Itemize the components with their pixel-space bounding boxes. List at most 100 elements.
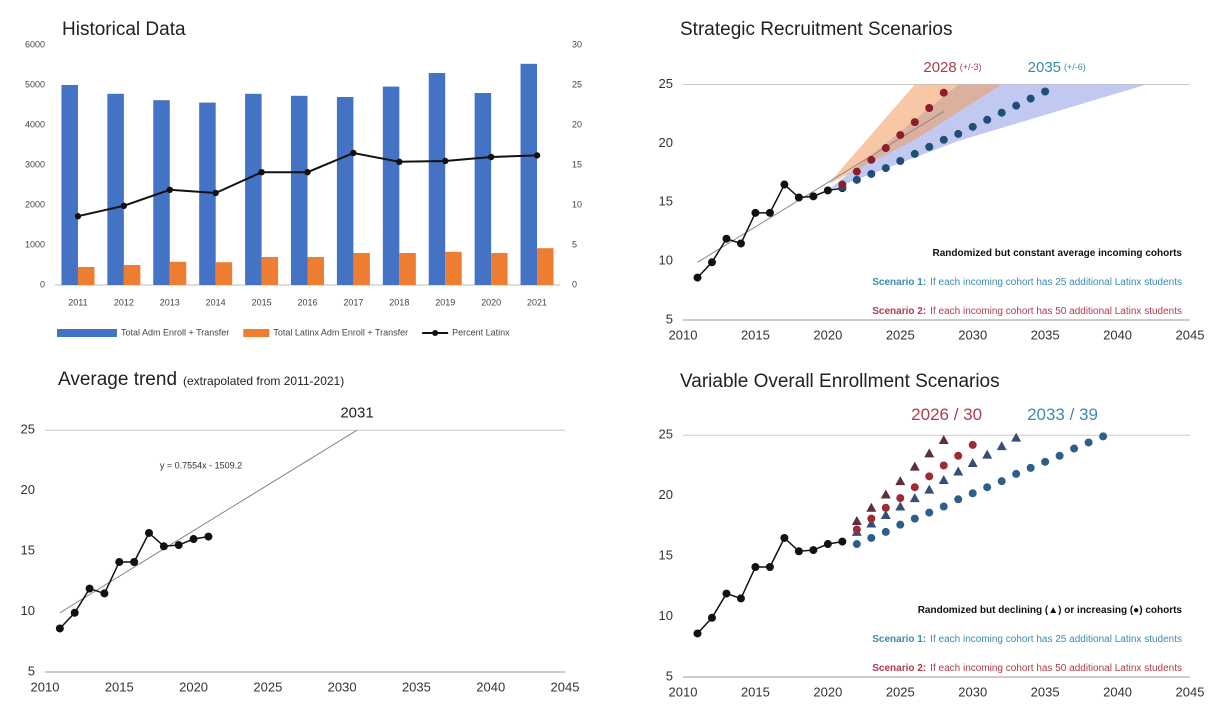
triangle-point [938, 474, 949, 484]
note: Scenario 2: If each incoming cohort has 5… [872, 663, 1182, 674]
point [204, 532, 213, 541]
bar [169, 261, 187, 285]
triangle-point [1011, 432, 1022, 442]
bar [77, 267, 95, 285]
note: Randomized but constant average incoming… [933, 248, 1183, 259]
point [780, 180, 789, 189]
x-tick-label: 2030 [958, 684, 987, 699]
point [115, 557, 124, 566]
legend-swatch [243, 329, 270, 337]
annotation-text: 2035 [1028, 59, 1061, 76]
line-point [304, 169, 311, 176]
annotation-text: 2031 [340, 404, 373, 421]
series-line [696, 536, 843, 634]
point [896, 157, 905, 165]
point [1070, 444, 1079, 453]
triangle-point [866, 502, 877, 512]
point [1026, 463, 1035, 472]
point [925, 104, 934, 112]
point [130, 557, 139, 566]
y-tick-label: 15 [659, 548, 673, 563]
point [159, 542, 168, 551]
y-tick-label: 3000 [25, 159, 45, 169]
point [896, 131, 905, 140]
triangle-point [851, 516, 862, 526]
y-tick-label: 5 [28, 663, 35, 678]
point [1041, 87, 1050, 96]
point [954, 129, 963, 138]
note-text: If each incoming cohort has 25 additiona… [930, 277, 1182, 288]
point [693, 629, 702, 638]
point [968, 489, 977, 498]
note: Randomized but declining (▲) or increasi… [918, 605, 1183, 616]
line-point [487, 153, 495, 161]
x-tick-label: 2019 [435, 297, 455, 307]
triangle-point [909, 461, 920, 471]
triangle-point [982, 449, 993, 459]
point [910, 483, 919, 492]
note-label: Scenario 2: [872, 663, 926, 674]
point [867, 155, 876, 164]
x-tick-label: 2020 [179, 679, 208, 694]
point [1099, 432, 1108, 441]
point [968, 122, 977, 131]
point [751, 208, 760, 217]
triangle-point [909, 493, 920, 503]
point [1012, 469, 1021, 478]
line-point [258, 169, 265, 176]
point [881, 144, 890, 153]
y-tick-label: 20 [21, 482, 35, 497]
point [1012, 101, 1021, 110]
point [838, 537, 847, 546]
y-tick-label: 25 [659, 427, 673, 442]
annotation-text: 2026 / 30 [911, 405, 982, 424]
point [794, 193, 803, 202]
x-tick-label: 2045 [551, 679, 580, 694]
triangle-point [967, 458, 978, 468]
point [852, 540, 861, 549]
bar [123, 265, 141, 285]
point [910, 514, 919, 523]
y-tick-label: 15 [21, 543, 35, 558]
trend-line [59, 429, 358, 614]
annotation: y = 0.7554x - 1509.2 [160, 461, 242, 471]
x-tick-label: 2010 [31, 679, 60, 694]
point [765, 208, 774, 217]
y2-tick-label: 5 [572, 239, 577, 249]
triangle-point [924, 448, 935, 458]
note: Scenario 1: If each incoming cohort has 2… [872, 634, 1182, 645]
point [925, 508, 934, 517]
x-tick-label: 2015 [741, 327, 770, 342]
line-point [533, 152, 541, 159]
y2-tick-label: 15 [572, 159, 582, 169]
point [751, 562, 760, 571]
x-tick-label: 2020 [813, 327, 842, 342]
annotation: 2028 (+/-3) [923, 59, 981, 76]
annotation: 2033 / 39 [1027, 405, 1098, 424]
trend-line [697, 111, 945, 263]
note: Scenario 2: If each incoming cohort has 5… [872, 306, 1182, 317]
bar [336, 97, 354, 285]
y-tick-label: 15 [659, 194, 673, 209]
chart-title: Strategic Recruitment Scenarios [680, 19, 952, 40]
bar [445, 251, 462, 285]
bar [199, 102, 216, 285]
y-tick-label: 25 [21, 422, 35, 437]
y-tick-label: 20 [659, 135, 673, 150]
point [910, 149, 919, 158]
bar [474, 93, 492, 285]
y2-tick-label: 0 [572, 279, 577, 289]
point [939, 502, 948, 511]
x-tick-label: 2035 [1031, 684, 1060, 699]
point [85, 584, 94, 593]
note-text: Randomized but declining (▲) or increasi… [918, 605, 1183, 616]
x-tick-label: 2035 [402, 679, 431, 694]
y-tick-label: 25 [659, 76, 673, 91]
y2-tick-label: 20 [572, 119, 582, 129]
x-tick-label: 2045 [1176, 684, 1205, 699]
y-tick-label: 10 [659, 253, 673, 268]
line-point [120, 202, 128, 209]
line-point [442, 157, 449, 165]
legend-swatch [57, 329, 117, 337]
annotation-text: 2028 [923, 59, 956, 76]
